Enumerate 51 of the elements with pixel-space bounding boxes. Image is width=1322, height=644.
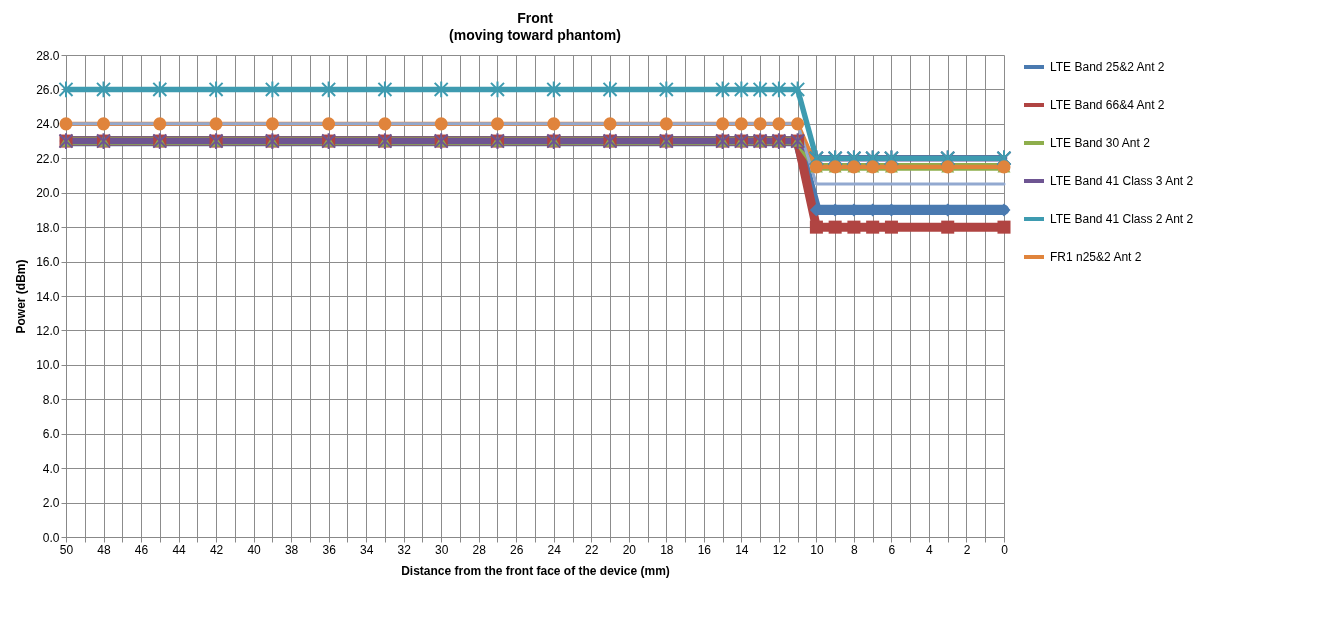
x-axis-title: Distance from the front face of the device (mm) [401, 563, 670, 578]
y-axis-title: Power (dBm) [14, 259, 29, 334]
x-tick-label: 0 [1001, 542, 1009, 557]
y-tick-label: 8.0 [42, 392, 60, 407]
y-tick-label: 14.0 [36, 289, 60, 304]
x-tick-label: 4 [926, 542, 934, 557]
y-tick-label: 22.0 [36, 151, 60, 166]
y-tick-label: 10.0 [36, 358, 60, 373]
y-tick-label: 28.0 [36, 48, 60, 63]
legend-label: LTE Band 41 Class 2 Ant 2 [1050, 212, 1194, 226]
legend-label: LTE Band 30 Ant 2 [1050, 136, 1151, 150]
x-tick-label: 42 [209, 542, 224, 557]
legend-label: LTE Band 25&2 Ant 2 [1050, 60, 1165, 74]
x-tick-label: 18 [660, 542, 674, 557]
x-tick-label: 30 [435, 542, 449, 557]
chart-title: Front [517, 10, 554, 26]
y-tick-label: 6.0 [42, 427, 60, 442]
x-tick-label: 50 [59, 542, 74, 557]
x-tick-label: 20 [622, 542, 637, 557]
x-tick-label: 10 [810, 542, 824, 557]
x-tick-label: 40 [247, 542, 262, 557]
y-tick-label: 20.0 [36, 186, 60, 201]
x-tick-label: 6 [888, 542, 896, 557]
x-tick-label: 22 [585, 542, 599, 557]
x-tick-label: 44 [172, 542, 187, 557]
x-tick-label: 14 [735, 542, 749, 557]
x-tick-label: 46 [134, 542, 149, 557]
x-tick-label: 36 [322, 542, 337, 557]
legend-label: LTE Band 41 Class 3 Ant 2 [1050, 174, 1194, 188]
y-tick-label: 2.0 [42, 496, 60, 511]
x-tick-label: 8 [851, 542, 859, 557]
y-tick-label: 12.0 [36, 323, 60, 338]
y-tick-label: 4.0 [42, 461, 60, 476]
chart-subtitle: (moving toward phantom) [449, 27, 621, 43]
x-tick-label: 2 [963, 542, 971, 557]
x-tick-label: 34 [359, 542, 374, 557]
x-tick-label: 26 [510, 542, 524, 557]
y-tick-label: 0.0 [42, 530, 60, 545]
x-tick-label: 16 [697, 542, 712, 557]
x-tick-label: 48 [97, 542, 112, 557]
x-tick-label: 12 [772, 542, 787, 557]
y-tick-label: 18.0 [36, 220, 60, 235]
x-tick-label: 38 [284, 542, 299, 557]
legend-label: FR1 n25&2 Ant 2 [1050, 250, 1142, 264]
x-tick-label: 32 [397, 542, 412, 557]
y-tick-label: 26.0 [36, 82, 60, 97]
y-tick-label: 16.0 [36, 255, 60, 270]
y-tick-label: 24.0 [36, 117, 60, 132]
legend-label: LTE Band 66&4 Ant 2 [1050, 98, 1165, 112]
x-tick-label: 28 [472, 542, 487, 557]
x-tick-label: 24 [547, 542, 562, 557]
